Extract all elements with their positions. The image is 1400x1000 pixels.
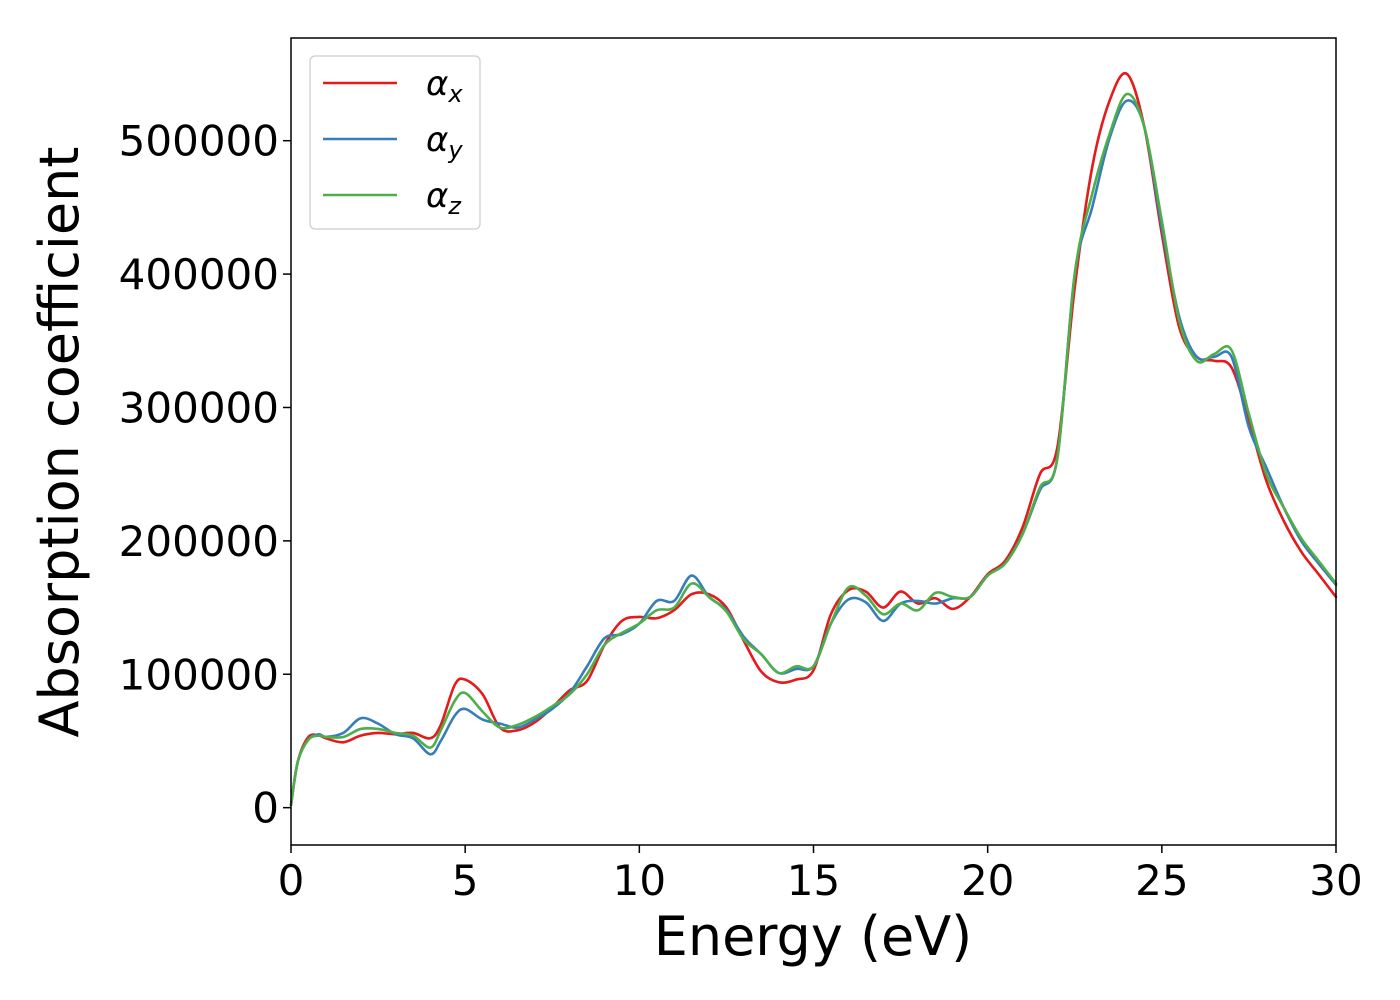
series-layer bbox=[289, 71, 1338, 807]
legend-label-alpha-z: αz bbox=[426, 176, 462, 220]
x-tick-label: 30 bbox=[1309, 856, 1362, 905]
legend-label-alpha-y: αy bbox=[426, 120, 463, 164]
y-axis-label: Absorption coefficient bbox=[28, 147, 91, 738]
y-tick-label: 400000 bbox=[119, 250, 279, 299]
x-tick-label: 20 bbox=[961, 856, 1014, 905]
x-tick-label: 5 bbox=[452, 856, 479, 905]
x-tick-label: 15 bbox=[787, 856, 840, 905]
x-axis-ticks: 0 5 10 15 20 25 30 bbox=[278, 845, 1363, 905]
y-axis-ticks: 0 100000 200000 300000 400000 500000 bbox=[119, 117, 291, 833]
x-tick-label: 25 bbox=[1135, 856, 1188, 905]
y-tick-label: 200000 bbox=[119, 517, 279, 566]
x-axis-label: Energy (eV) bbox=[654, 905, 973, 968]
y-tick-label: 100000 bbox=[119, 650, 279, 699]
series-line-alpha-z bbox=[289, 92, 1338, 807]
x-tick-label: 0 bbox=[278, 856, 305, 905]
legend: αx αy αz bbox=[309, 55, 481, 230]
y-tick-label: 300000 bbox=[119, 383, 279, 432]
y-tick-label: 0 bbox=[252, 784, 279, 833]
x-tick-label: 10 bbox=[613, 856, 666, 905]
legend-label-alpha-x: αx bbox=[426, 64, 463, 108]
legend-box bbox=[309, 55, 481, 230]
y-tick-label: 500000 bbox=[119, 117, 279, 166]
